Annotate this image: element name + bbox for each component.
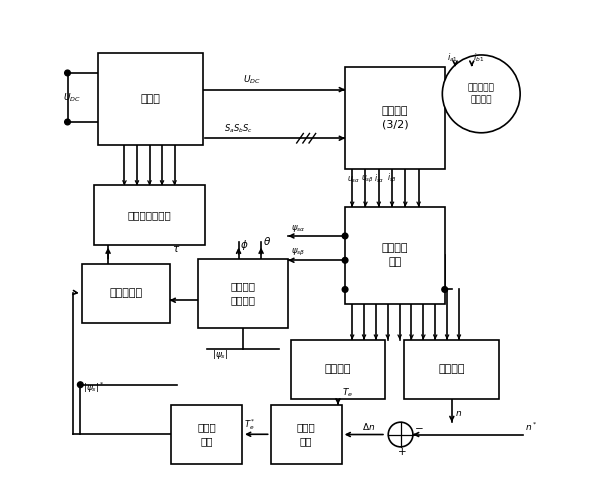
Text: $+$: $+$ xyxy=(397,446,406,457)
Text: 转矩调
节器: 转矩调 节器 xyxy=(197,422,216,446)
Text: $\psi_{s\beta}$: $\psi_{s\beta}$ xyxy=(290,247,305,258)
Text: $S_aS_bS_c$: $S_aS_bS_c$ xyxy=(224,122,253,135)
Text: 转速估计: 转速估计 xyxy=(439,364,465,374)
Circle shape xyxy=(342,233,348,239)
Circle shape xyxy=(442,55,520,133)
Text: $u_{s\alpha}$: $u_{s\alpha}$ xyxy=(347,175,361,185)
FancyBboxPatch shape xyxy=(98,53,203,145)
Circle shape xyxy=(388,422,413,447)
Text: 转矩估计: 转矩估计 xyxy=(325,364,351,374)
Circle shape xyxy=(65,119,70,125)
Text: $\phi$: $\phi$ xyxy=(240,238,248,252)
Text: 电压矢量选择表: 电压矢量选择表 xyxy=(127,210,171,220)
Text: $-$: $-$ xyxy=(415,423,424,432)
FancyBboxPatch shape xyxy=(290,340,385,399)
Text: 转速调
节器: 转速调 节器 xyxy=(297,422,316,446)
FancyBboxPatch shape xyxy=(171,405,242,464)
Circle shape xyxy=(442,287,448,292)
Text: $u_{s\beta}$: $u_{s\beta}$ xyxy=(361,174,374,185)
Text: $n$: $n$ xyxy=(455,409,462,419)
Text: $\theta$: $\theta$ xyxy=(263,235,272,247)
FancyBboxPatch shape xyxy=(345,67,445,169)
Text: $\psi_{s\alpha}$: $\psi_{s\alpha}$ xyxy=(290,223,305,234)
Text: 定子磁链
观测: 定子磁链 观测 xyxy=(382,243,408,267)
Text: $\Delta n$: $\Delta n$ xyxy=(362,421,376,432)
Circle shape xyxy=(342,257,348,263)
Text: $|\psi_s|^*$: $|\psi_s|^*$ xyxy=(83,381,104,395)
Text: $U_{DC}$: $U_{DC}$ xyxy=(243,73,261,86)
Text: $i_{a1}$: $i_{a1}$ xyxy=(446,52,458,64)
Text: $T_e$: $T_e$ xyxy=(342,387,353,399)
Text: 磁链调节器: 磁链调节器 xyxy=(109,288,142,299)
Text: $i_{s\alpha}$: $i_{s\alpha}$ xyxy=(374,173,385,185)
Text: $\tau$: $\tau$ xyxy=(172,244,180,254)
Text: 正弦波永磁
同步电机: 正弦波永磁 同步电机 xyxy=(468,83,494,105)
Text: 逆变器: 逆变器 xyxy=(140,94,160,104)
Text: $i_{s\beta}$: $i_{s\beta}$ xyxy=(387,172,397,185)
Circle shape xyxy=(342,287,348,292)
FancyBboxPatch shape xyxy=(345,207,445,304)
Circle shape xyxy=(65,70,70,76)
FancyBboxPatch shape xyxy=(198,259,288,328)
Text: $T_e^*$: $T_e^*$ xyxy=(244,418,256,432)
Text: $|\psi_s|$: $|\psi_s|$ xyxy=(212,348,229,361)
FancyBboxPatch shape xyxy=(94,185,205,245)
FancyBboxPatch shape xyxy=(271,405,342,464)
FancyBboxPatch shape xyxy=(404,340,499,399)
Text: $n^*$: $n^*$ xyxy=(526,420,538,432)
Text: $U_{DC}$: $U_{DC}$ xyxy=(63,91,81,104)
Text: 定子磁链
扇区判断: 定子磁链 扇区判断 xyxy=(230,281,256,305)
FancyBboxPatch shape xyxy=(82,264,170,323)
Text: $i_{b1}$: $i_{b1}$ xyxy=(473,52,484,64)
Circle shape xyxy=(77,382,83,387)
Text: 坐标变换
(3/2): 坐标变换 (3/2) xyxy=(382,106,408,130)
